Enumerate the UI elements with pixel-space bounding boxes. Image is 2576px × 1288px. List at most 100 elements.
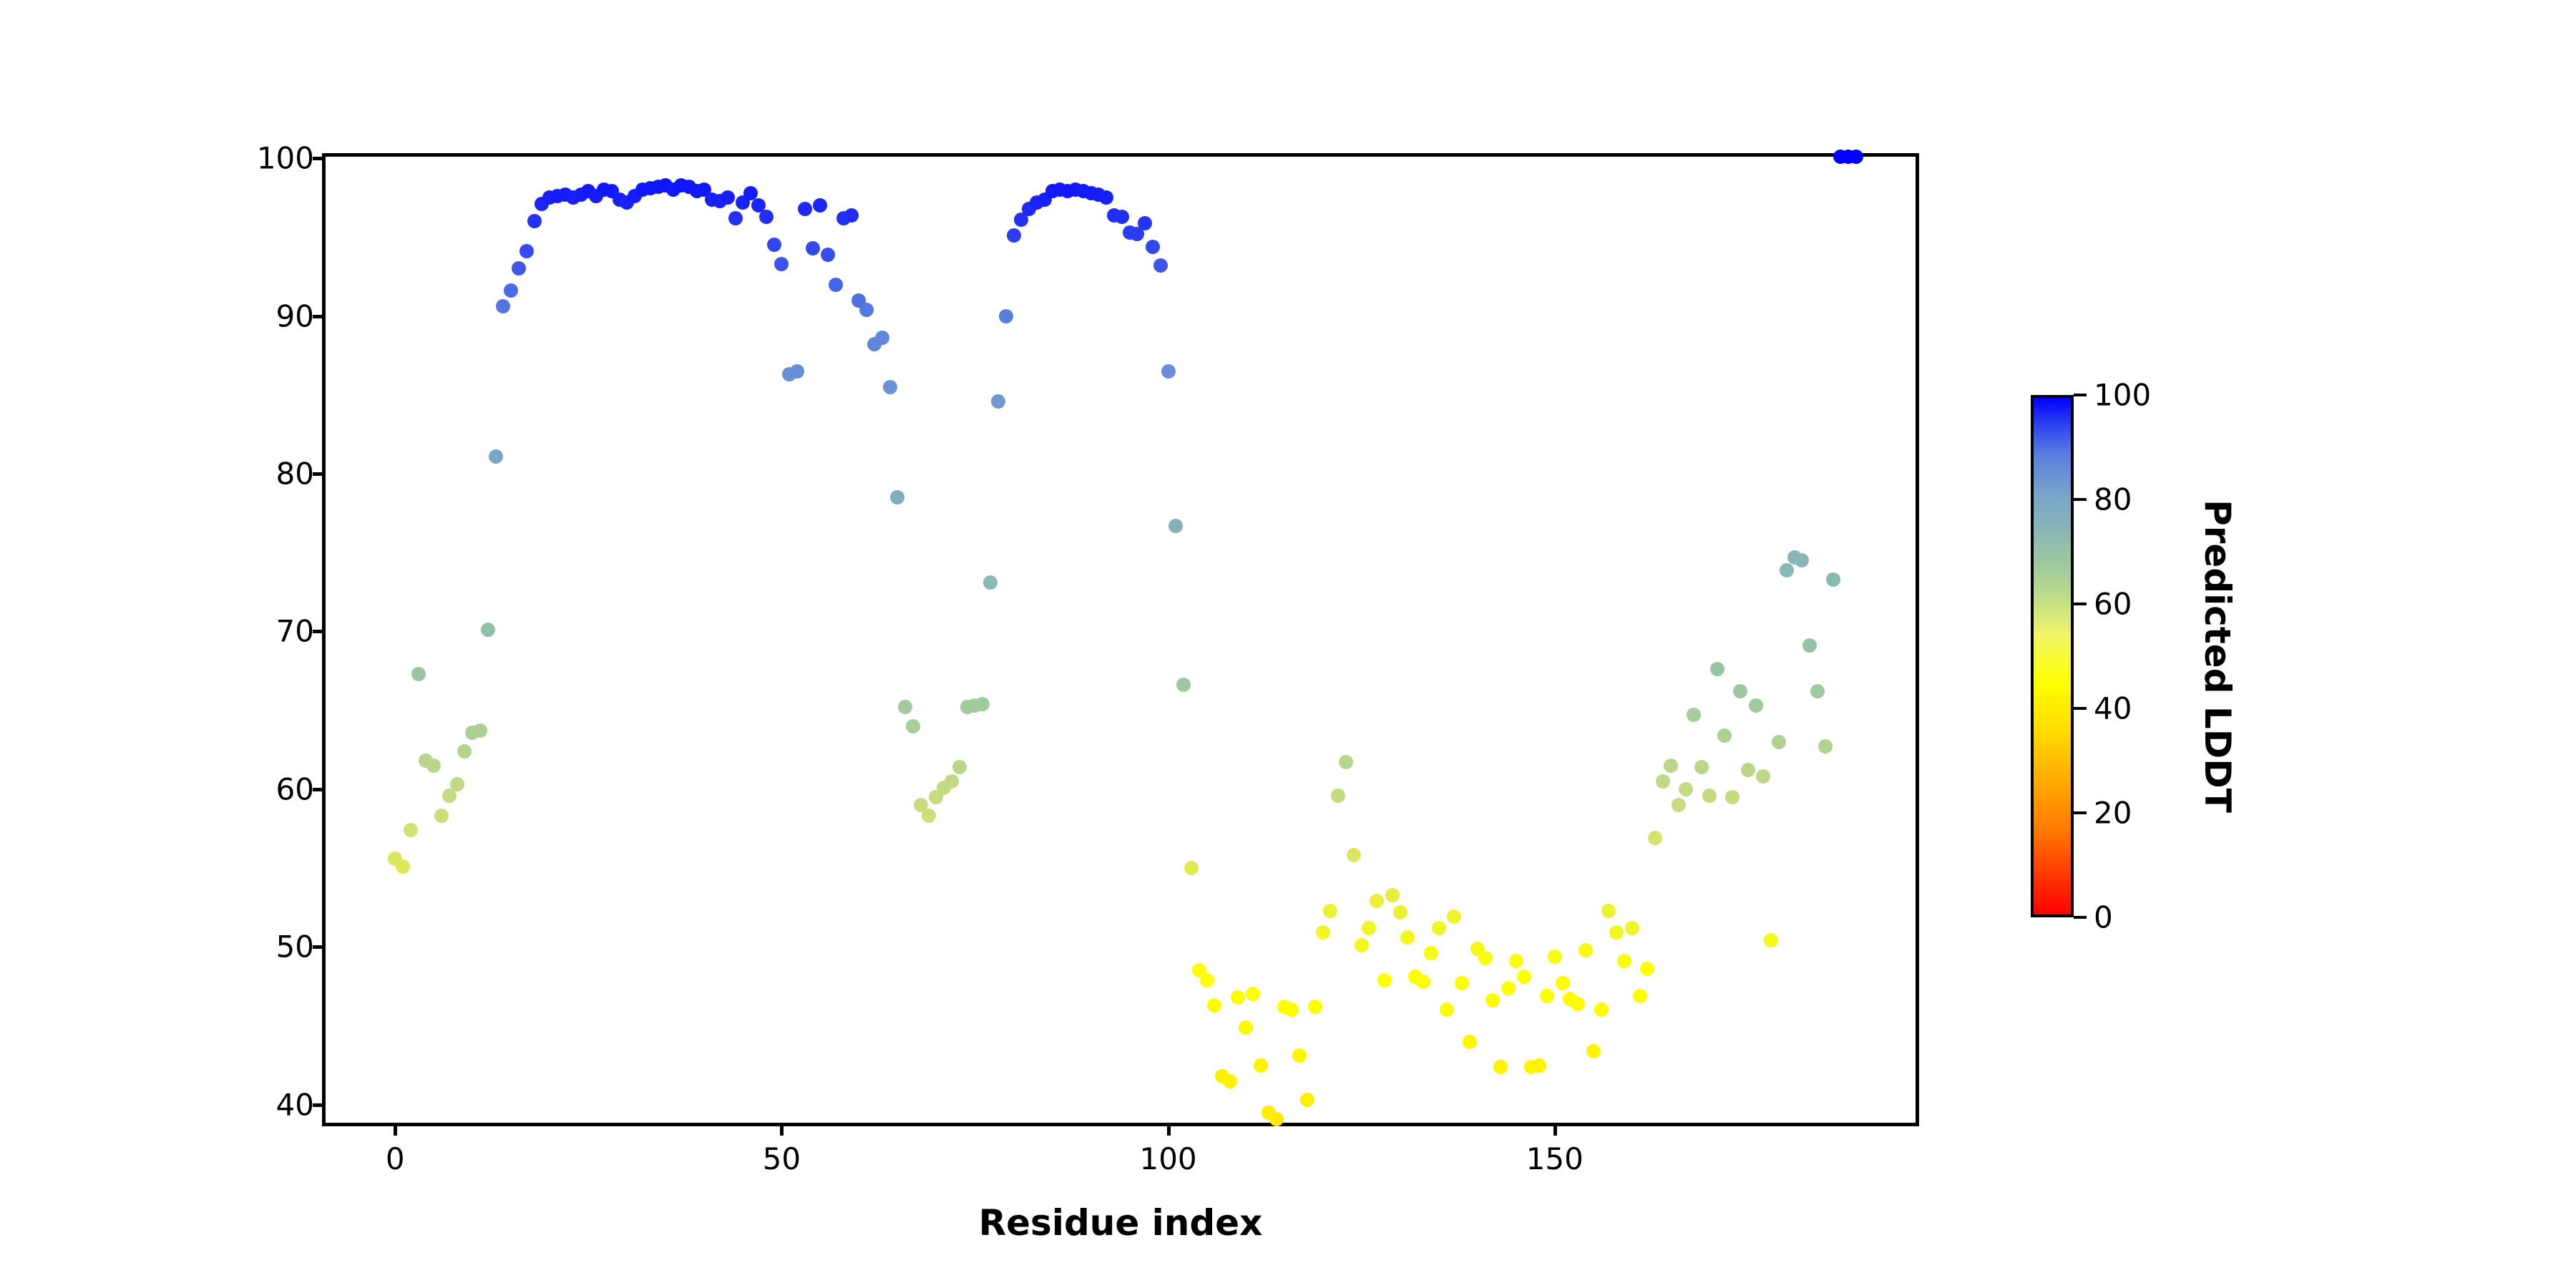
y-tick-label: 60 [275,771,314,807]
scatter-point [1006,228,1021,243]
scatter-point [1609,925,1624,940]
scatter-point [1694,760,1709,775]
scatter-point [1130,227,1145,241]
scatter-point [1802,638,1818,653]
scatter-point [1578,942,1593,957]
scatter-point [821,247,836,262]
scatter-point [1269,1111,1284,1126]
scatter-point [1230,990,1245,1005]
scatter-plot-area [326,150,1916,1126]
y-tick-label: 90 [275,298,314,334]
colorbar-tick-mark [2074,394,2087,396]
y-tick-label: 40 [275,1087,314,1123]
scatter-point [1717,728,1732,743]
scatter-point [1663,758,1678,773]
y-tick-label: 50 [275,929,314,965]
scatter-point [1485,993,1501,1008]
scatter-point [1145,239,1160,254]
colorbar-tick-label: 0 [2094,899,2113,935]
colorbar-tick-label: 20 [2094,795,2132,831]
colorbar-tick-label: 80 [2094,482,2132,517]
scatter-point [1423,946,1438,961]
scatter-point [1656,774,1670,789]
scatter-point [813,198,828,213]
scatter-point [898,700,913,715]
scatter-point [1462,1034,1477,1049]
scatter-point [1169,518,1184,533]
scatter-point [805,240,820,255]
y-tick-label: 70 [275,613,314,649]
scatter-point [1331,788,1346,803]
scatter-point [890,490,905,505]
scatter-point [1679,781,1694,796]
scatter-point [1292,1048,1307,1063]
y-tick-mark [313,787,326,791]
scatter-point [473,723,488,738]
scatter-point [829,277,844,292]
scatter-point [1307,1000,1322,1015]
scatter-point [426,758,441,773]
scatter-point [1439,1002,1454,1018]
scatter-point [1246,987,1261,1002]
colorbar-tick-mark [2074,498,2087,501]
scatter-point [1014,213,1029,228]
scatter-point [1447,909,1462,924]
scatter-point [1339,755,1354,770]
scatter-point [1323,903,1338,918]
x-tick-label: 100 [1139,1141,1197,1176]
scatter-point [480,623,495,638]
scatter-point [1547,949,1562,964]
scatter-point [1354,938,1369,953]
colorbar-tick-label: 40 [2094,691,2132,726]
y-tick-mark [313,157,326,161]
scatter-point [1624,920,1639,935]
scatter-point [975,696,990,711]
y-tick-label: 100 [256,140,314,176]
scatter-point [1176,678,1191,693]
scatter-point [1138,215,1153,230]
scatter-point [874,331,889,346]
scatter-point [921,809,936,824]
scatter-point [1594,1002,1609,1018]
scatter-point [906,718,921,733]
scatter-point [1687,708,1702,723]
scatter-point [990,394,1005,409]
scatter-point [1223,1073,1237,1088]
scatter-point [1362,920,1377,935]
scatter-point [774,256,789,271]
colorbar-tick-label: 60 [2094,586,2132,622]
scatter-point [449,777,464,792]
scatter-point [1740,763,1755,778]
scatter-point [758,209,774,224]
y-tick-label: 80 [275,456,314,492]
scatter-point [1400,930,1415,945]
scatter-point [411,666,426,681]
scatter-point [1764,933,1779,948]
scatter-point [1416,974,1431,989]
scatter-point [1161,364,1176,379]
y-tick-mark [313,472,326,477]
scatter-point [1818,739,1833,754]
scatter-point [1284,1002,1299,1018]
x-tick-label: 150 [1526,1141,1584,1176]
scatter-point [1849,150,1864,164]
scatter-point [1709,662,1724,677]
scatter-point [1756,769,1771,784]
scatter-point [998,308,1013,323]
scatter-point [1571,996,1586,1011]
colorbar-tick-mark [2074,811,2087,814]
x-tick-mark [1553,1123,1557,1136]
scatter-point [1099,190,1114,205]
colorbar-title: Predicted LDDT [2197,499,2238,813]
scatter-point [1501,980,1516,995]
scatter-point [1300,1093,1315,1108]
scatter-point [1153,258,1168,273]
scatter-point [1779,562,1794,577]
scatter-point [913,797,928,812]
scatter-point [859,302,874,317]
scatter-point [496,299,511,314]
scatter-point [1586,1043,1601,1058]
scatter-point [1795,553,1810,568]
scatter-point [1702,788,1717,803]
